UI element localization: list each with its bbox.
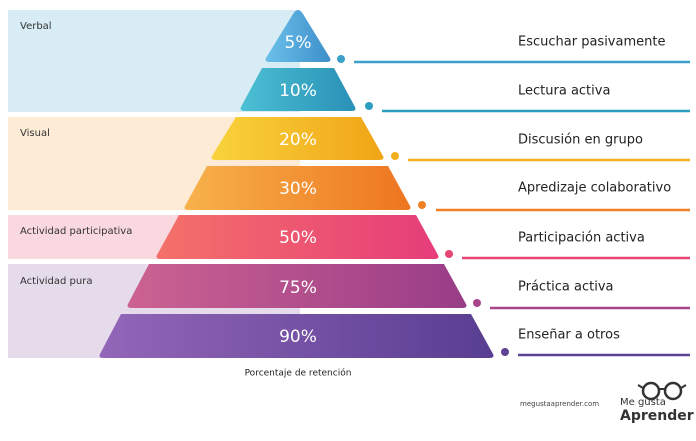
logo-glasses xyxy=(663,381,683,401)
level-label: Participación activa xyxy=(518,231,645,246)
percent: 10% xyxy=(279,81,317,101)
tier xyxy=(99,314,494,358)
tier xyxy=(127,264,467,308)
percent: 75% xyxy=(279,278,317,298)
connectors xyxy=(337,55,690,357)
tiers: 5% 10% 20% 30% 50% 75% 90% xyxy=(99,10,494,358)
level-label: Lectura activa xyxy=(518,84,610,99)
group-label: Actividad participativa xyxy=(20,226,132,237)
dot xyxy=(445,250,453,258)
tier xyxy=(265,10,331,62)
dot xyxy=(391,152,399,160)
logo-text: Me gusta xyxy=(620,397,666,408)
group-label: Actividad pura xyxy=(20,276,93,287)
logo: Me gusta Aprender xyxy=(620,381,694,424)
percent: 5% xyxy=(285,33,312,53)
logo-glasses xyxy=(641,381,661,401)
dot xyxy=(501,348,509,356)
level-label: Enseñar a otros xyxy=(518,328,620,343)
tier xyxy=(156,215,439,259)
logo-glasses xyxy=(680,384,687,389)
tier xyxy=(211,117,384,160)
dot xyxy=(337,55,345,63)
tier xyxy=(184,166,411,210)
dot xyxy=(418,201,426,209)
tier xyxy=(240,68,356,111)
percent: 50% xyxy=(279,228,317,248)
level-label: Apredizaje colaborativo xyxy=(518,181,671,196)
percent: 20% xyxy=(279,130,317,150)
level-label: Discusión en grupo xyxy=(518,133,643,148)
dot xyxy=(365,102,373,110)
percent: 90% xyxy=(279,327,317,347)
group-label: Verbal xyxy=(20,21,52,32)
website: megustaaprender.com xyxy=(520,400,599,408)
level-labels: Escuchar pasivamente Lectura activa Disc… xyxy=(518,35,671,343)
caption: Porcentaje de retención xyxy=(245,368,352,379)
percent: 30% xyxy=(279,179,317,199)
dot xyxy=(473,299,481,307)
logo-glasses xyxy=(637,384,644,389)
level-label: Escuchar pasivamente xyxy=(518,35,665,50)
level-label: Práctica activa xyxy=(518,280,614,295)
group-label: Visual xyxy=(20,128,50,139)
logo-text: Aprender xyxy=(620,408,694,424)
